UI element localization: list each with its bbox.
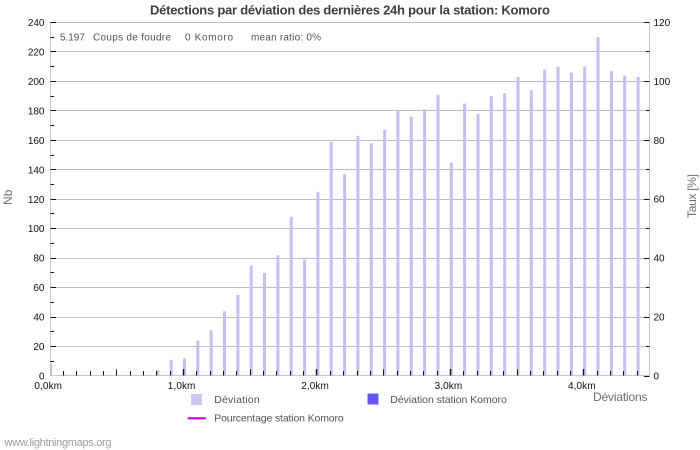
svg-text:1,0km: 1,0km — [168, 381, 196, 392]
svg-text:Déviation station Komoro: Déviation station Komoro — [390, 394, 507, 406]
svg-text:Pourcentage station Komoro: Pourcentage station Komoro — [214, 413, 344, 425]
svg-text:160: 160 — [28, 136, 45, 147]
svg-text:180: 180 — [28, 106, 45, 117]
svg-text:40: 40 — [654, 254, 666, 265]
svg-text:4,0km: 4,0km — [568, 381, 596, 392]
svg-text:3,0km: 3,0km — [435, 381, 463, 392]
svg-text:5.197: 5.197 — [60, 32, 85, 43]
svg-text:40: 40 — [33, 313, 45, 324]
svg-text:100: 100 — [654, 77, 671, 88]
svg-text:Déviations: Déviations — [593, 390, 648, 404]
svg-text:2,0km: 2,0km — [301, 381, 329, 392]
svg-text:0,0km: 0,0km — [34, 381, 62, 392]
svg-text:20: 20 — [654, 313, 666, 324]
svg-text:Nb: Nb — [1, 189, 15, 205]
svg-text:80: 80 — [33, 254, 45, 265]
svg-text:240: 240 — [28, 18, 45, 29]
svg-text:0 Komoro: 0 Komoro — [185, 32, 233, 43]
svg-text:20: 20 — [33, 342, 45, 353]
svg-text:220: 220 — [28, 48, 45, 59]
svg-text:Coups de foudre: Coups de foudre — [93, 32, 171, 43]
svg-text:140: 140 — [28, 165, 45, 176]
svg-text:80: 80 — [654, 136, 666, 147]
svg-text:mean ratio: 0%: mean ratio: 0% — [251, 32, 321, 43]
svg-text:www.lightningmaps.org: www.lightningmaps.org — [4, 437, 112, 449]
svg-text:120: 120 — [654, 18, 671, 29]
svg-text:Déviation: Déviation — [214, 394, 260, 406]
svg-text:200: 200 — [28, 77, 45, 88]
svg-text:120: 120 — [28, 195, 45, 206]
svg-text:60: 60 — [33, 283, 45, 294]
svg-text:Taux [%]: Taux [%] — [685, 174, 699, 218]
svg-text:Détections par déviation des d: Détections par déviation des dernières 2… — [150, 3, 550, 18]
svg-text:100: 100 — [28, 224, 45, 235]
svg-text:60: 60 — [654, 195, 666, 206]
svg-text:0: 0 — [654, 372, 660, 383]
svg-text:0: 0 — [39, 372, 45, 383]
